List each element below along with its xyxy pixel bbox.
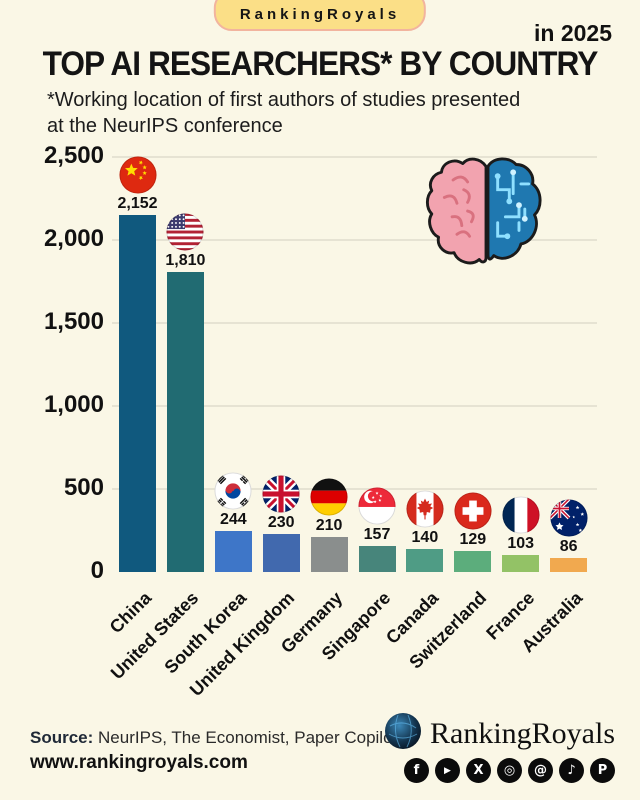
flag-ca-icon bbox=[406, 490, 444, 528]
bar-ch bbox=[454, 551, 492, 572]
social-threads-icon: @ bbox=[528, 758, 553, 783]
source-line: Source: NeurIPS, The Economist, Paper Co… bbox=[30, 728, 397, 748]
y-axis-tick-1500: 1,500 bbox=[43, 308, 104, 335]
bar-au bbox=[550, 558, 588, 572]
brain-illustration-icon bbox=[424, 152, 550, 277]
source-text: NeurIPS, The Economist, Paper Copilot bbox=[98, 728, 398, 747]
source-label: Source: bbox=[30, 728, 94, 747]
bar-gb bbox=[262, 534, 300, 572]
flag-kr-icon bbox=[214, 472, 252, 510]
bar-kr bbox=[214, 531, 252, 572]
gridline-2500 bbox=[112, 156, 597, 158]
social-pinterest-icon: P bbox=[590, 758, 615, 783]
flag-de-icon bbox=[310, 478, 348, 516]
value-label-au: 86 bbox=[559, 538, 578, 555]
gridline-2000 bbox=[112, 239, 597, 241]
bar-us bbox=[166, 272, 204, 572]
social-x-icon: X bbox=[466, 758, 491, 783]
bar-ca bbox=[406, 549, 444, 572]
gridline-1500 bbox=[112, 322, 597, 324]
bar-de bbox=[310, 537, 348, 572]
bar-fr bbox=[502, 555, 540, 572]
flag-us-icon bbox=[166, 213, 204, 251]
subtitle-line-1: *Working location of first authors of st… bbox=[47, 89, 521, 111]
social-icons-row: f ▶ X ◎ @ ♪ P bbox=[404, 758, 615, 783]
value-label-sg: 157 bbox=[363, 526, 391, 543]
y-axis-tick-1000: 1,000 bbox=[43, 391, 104, 418]
value-label-us: 1,810 bbox=[165, 252, 206, 269]
social-youtube-icon: ▶ bbox=[435, 758, 460, 783]
brand-badge: RankingRoyals bbox=[213, 0, 427, 31]
value-label-cn: 2,152 bbox=[117, 195, 158, 212]
value-label-gb: 230 bbox=[267, 514, 295, 531]
subtitle-line-2: at the NeurIPS conference bbox=[47, 115, 283, 137]
globe-logo-icon bbox=[384, 712, 422, 755]
bar-sg bbox=[358, 546, 396, 572]
bar-cn bbox=[119, 215, 156, 572]
page-subtitle: *Working location of first authors of st… bbox=[47, 87, 520, 139]
page-title: TOP AI RESEARCHERS* BY COUNTRY bbox=[42, 45, 599, 83]
footer-logo: RankingRoyals bbox=[384, 712, 615, 755]
gridline-500 bbox=[112, 488, 597, 490]
flag-gb-icon bbox=[262, 475, 300, 513]
social-tiktok-icon: ♪ bbox=[559, 758, 584, 783]
y-axis-tick-2500: 2,500 bbox=[43, 142, 104, 169]
y-axis-tick-2000: 2,000 bbox=[43, 225, 104, 252]
website-url: www.rankingroyals.com bbox=[30, 752, 248, 773]
flag-au-icon bbox=[550, 499, 588, 537]
value-label-kr: 244 bbox=[219, 511, 247, 528]
year-note: in 2025 bbox=[534, 20, 612, 46]
value-label-de: 210 bbox=[315, 517, 343, 534]
value-label-ca: 140 bbox=[411, 529, 439, 546]
y-axis-tick-500: 500 bbox=[63, 474, 104, 501]
bar-chart: 0 500 1,000 1,500 2,000 2,500 2,152 China 1,810 U… bbox=[0, 142, 640, 700]
value-label-ch: 129 bbox=[459, 531, 487, 548]
flag-ch-icon bbox=[454, 492, 492, 530]
value-label-fr: 103 bbox=[507, 535, 535, 552]
footer-logo-text: RankingRoyals bbox=[430, 716, 615, 750]
gridline-1000 bbox=[112, 405, 597, 407]
y-axis-tick-0: 0 bbox=[90, 557, 104, 584]
flag-cn-icon bbox=[118, 156, 157, 194]
flag-fr-icon bbox=[502, 496, 540, 534]
flag-sg-icon bbox=[358, 487, 396, 525]
social-instagram-icon: ◎ bbox=[497, 758, 522, 783]
social-facebook-icon: f bbox=[404, 758, 429, 783]
